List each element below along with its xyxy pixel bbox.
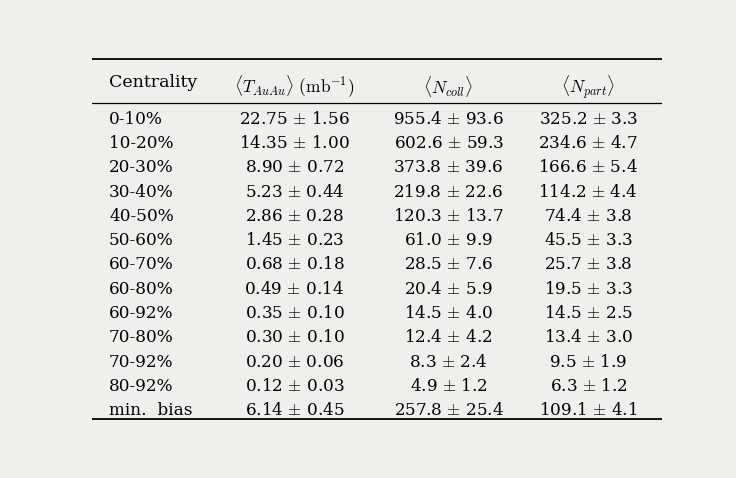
Text: 28.5 $\pm$ 7.6: 28.5 $\pm$ 7.6	[404, 257, 493, 273]
Text: 955.4 $\pm$ 93.6: 955.4 $\pm$ 93.6	[393, 111, 504, 128]
Text: 8.90 $\pm$ 0.72: 8.90 $\pm$ 0.72	[245, 159, 344, 176]
Text: 4.9 $\pm$ 1.2: 4.9 $\pm$ 1.2	[410, 378, 487, 395]
Text: 8.3 $\pm$ 2.4: 8.3 $\pm$ 2.4	[409, 354, 488, 370]
Text: 373.8 $\pm$ 39.6: 373.8 $\pm$ 39.6	[394, 159, 503, 176]
Text: 6.3 $\pm$ 1.2: 6.3 $\pm$ 1.2	[550, 378, 627, 395]
Text: 0.30 $\pm$ 0.10: 0.30 $\pm$ 0.10	[244, 329, 344, 347]
Text: 50-60%: 50-60%	[109, 232, 174, 249]
Text: 14.35 $\pm$ 1.00: 14.35 $\pm$ 1.00	[239, 135, 350, 152]
Text: 61.0 $\pm$ 9.9: 61.0 $\pm$ 9.9	[404, 232, 493, 249]
Text: Centrality: Centrality	[109, 74, 197, 91]
Text: 60-70%: 60-70%	[109, 257, 174, 273]
Text: 2.86 $\pm$ 0.28: 2.86 $\pm$ 0.28	[245, 208, 344, 225]
Text: 219.8 $\pm$ 22.6: 219.8 $\pm$ 22.6	[394, 184, 503, 201]
Text: 0-10%: 0-10%	[109, 111, 163, 128]
Text: $\langle N_{coll}\rangle$: $\langle N_{coll}\rangle$	[423, 74, 473, 99]
Text: 114.2 $\pm$ 4.4: 114.2 $\pm$ 4.4	[539, 184, 638, 201]
Text: 60-80%: 60-80%	[109, 281, 174, 298]
Text: 20.4 $\pm$ 5.9: 20.4 $\pm$ 5.9	[404, 281, 493, 298]
Text: 20-30%: 20-30%	[109, 159, 174, 176]
Text: 166.6 $\pm$ 5.4: 166.6 $\pm$ 5.4	[538, 159, 638, 176]
Text: 22.75 $\pm$ 1.56: 22.75 $\pm$ 1.56	[239, 111, 350, 128]
Text: 1.45 $\pm$ 0.23: 1.45 $\pm$ 0.23	[245, 232, 344, 249]
Text: 234.6 $\pm$ 4.7: 234.6 $\pm$ 4.7	[538, 135, 638, 152]
Text: 80-92%: 80-92%	[109, 378, 174, 395]
Text: 14.5 $\pm$ 4.0: 14.5 $\pm$ 4.0	[404, 305, 493, 322]
Text: 9.5 $\pm$ 1.9: 9.5 $\pm$ 1.9	[549, 354, 627, 370]
Text: 257.8 $\pm$ 25.4: 257.8 $\pm$ 25.4	[394, 402, 503, 419]
Text: 0.68 $\pm$ 0.18: 0.68 $\pm$ 0.18	[244, 257, 344, 273]
Text: 45.5 $\pm$ 3.3: 45.5 $\pm$ 3.3	[544, 232, 633, 249]
Text: 0.12 $\pm$ 0.03: 0.12 $\pm$ 0.03	[244, 378, 344, 395]
Text: 0.35 $\pm$ 0.10: 0.35 $\pm$ 0.10	[244, 305, 344, 322]
Text: 25.7 $\pm$ 3.8: 25.7 $\pm$ 3.8	[544, 257, 632, 273]
Text: 120.3 $\pm$ 13.7: 120.3 $\pm$ 13.7	[393, 208, 503, 225]
Text: 12.4 $\pm$ 4.2: 12.4 $\pm$ 4.2	[405, 329, 492, 347]
Text: 60-92%: 60-92%	[109, 305, 174, 322]
Text: $\langle T_{AuAu}\rangle\ (\mathrm{mb}^{-1})$: $\langle T_{AuAu}\rangle\ (\mathrm{mb}^{…	[234, 74, 355, 100]
Text: 13.4 $\pm$ 3.0: 13.4 $\pm$ 3.0	[544, 329, 633, 347]
Text: 109.1 $\pm$ 4.1: 109.1 $\pm$ 4.1	[539, 402, 637, 419]
Text: 14.5 $\pm$ 2.5: 14.5 $\pm$ 2.5	[544, 305, 633, 322]
Text: 40-50%: 40-50%	[109, 208, 174, 225]
Text: 0.20 $\pm$ 0.06: 0.20 $\pm$ 0.06	[245, 354, 344, 370]
Text: 10-20%: 10-20%	[109, 135, 174, 152]
Text: 19.5 $\pm$ 3.3: 19.5 $\pm$ 3.3	[544, 281, 633, 298]
Text: 30-40%: 30-40%	[109, 184, 174, 201]
Text: 70-80%: 70-80%	[109, 329, 174, 347]
Text: min.  bias: min. bias	[109, 402, 193, 419]
Text: 70-92%: 70-92%	[109, 354, 174, 370]
Text: 602.6 $\pm$ 59.3: 602.6 $\pm$ 59.3	[394, 135, 503, 152]
Text: $\langle N_{part}\rangle$: $\langle N_{part}\rangle$	[561, 74, 615, 101]
Text: 5.23 $\pm$ 0.44: 5.23 $\pm$ 0.44	[244, 184, 344, 201]
Text: 74.4 $\pm$ 3.8: 74.4 $\pm$ 3.8	[544, 208, 632, 225]
Text: 6.14 $\pm$ 0.45: 6.14 $\pm$ 0.45	[244, 402, 344, 419]
Text: 325.2 $\pm$ 3.3: 325.2 $\pm$ 3.3	[539, 111, 638, 128]
Text: 0.49 $\pm$ 0.14: 0.49 $\pm$ 0.14	[244, 281, 344, 298]
